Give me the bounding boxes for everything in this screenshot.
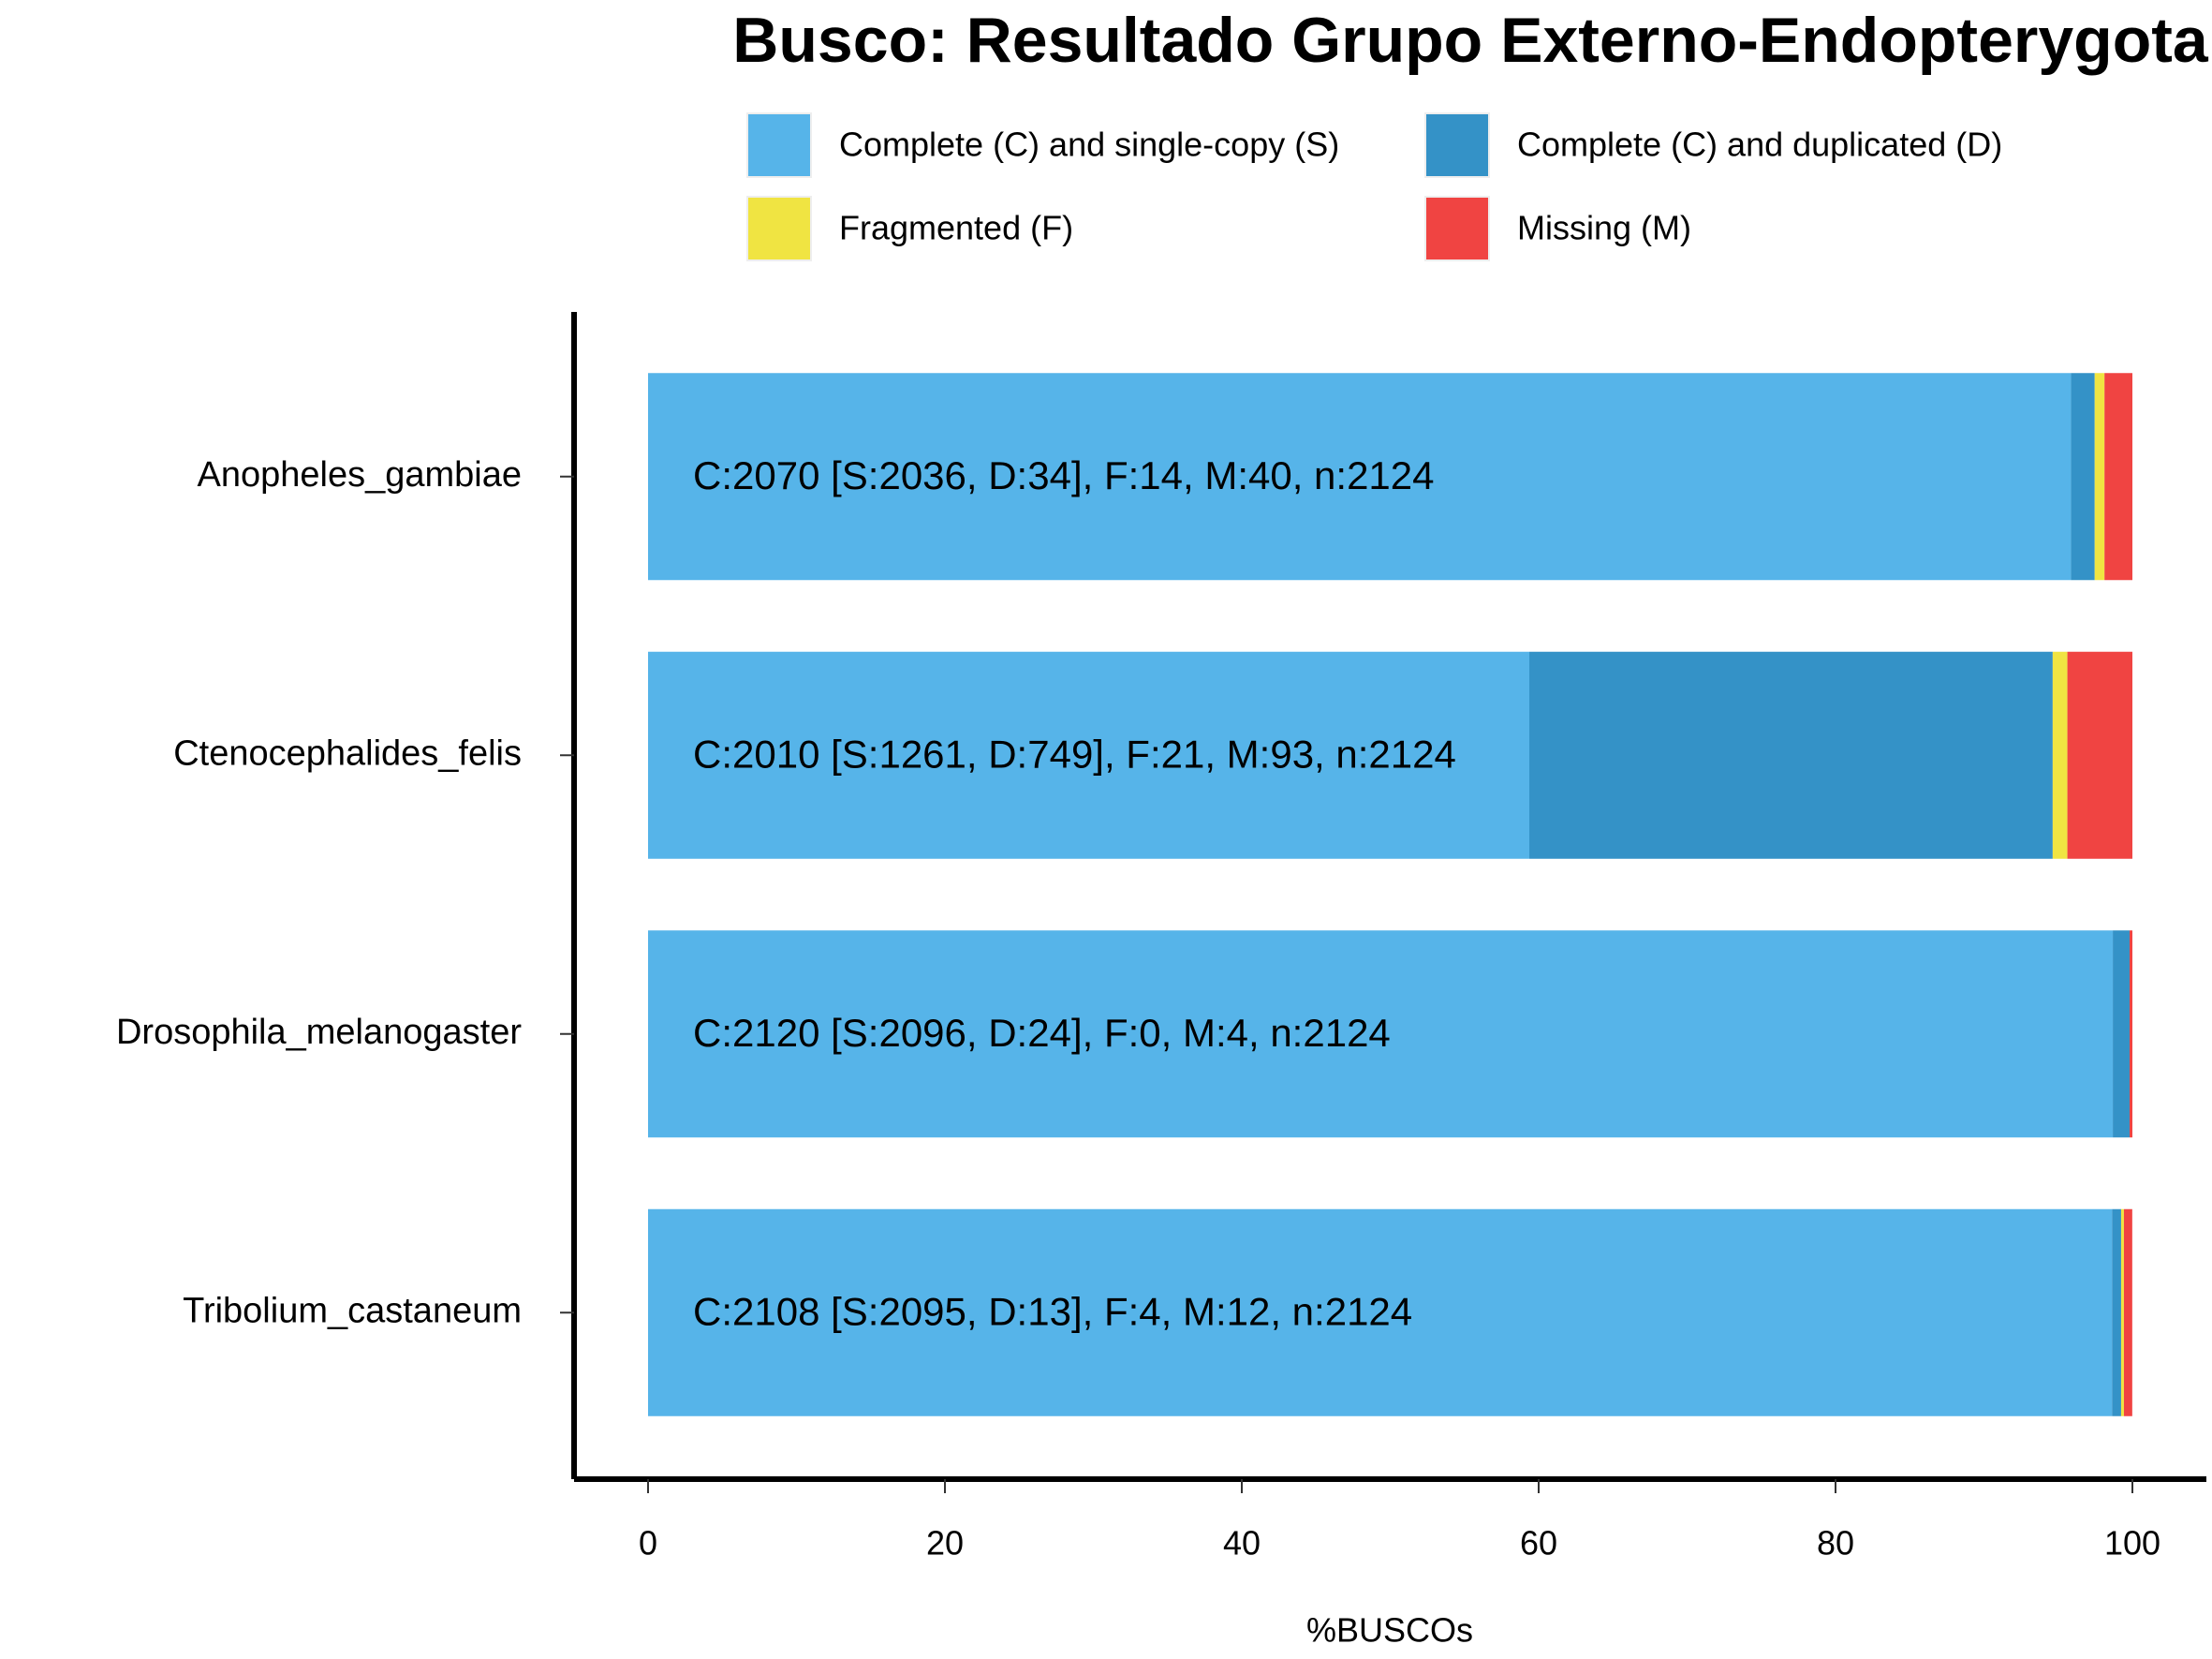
bar-segment <box>648 373 2072 581</box>
bar-annotation: C:2108 [S:2095, D:13], F:4, M:12, n:2124 <box>693 1289 1412 1333</box>
bar-segment <box>648 1208 2113 1416</box>
bar-segment <box>2094 373 2105 581</box>
legend-label: Fragmented (F) <box>839 209 1073 247</box>
bar-segment <box>648 651 1530 859</box>
bar-annotation: C:2120 [S:2096, D:24], F:0, M:4, n:2124 <box>693 1011 1391 1055</box>
legend-label: Complete (C) and single-copy (S) <box>839 126 1339 164</box>
x-tick-label: 0 <box>639 1524 657 1563</box>
bar-segment <box>1529 651 2053 859</box>
bar-segment <box>2067 651 2132 859</box>
y-tick-label: Drosophila_melanogaster <box>116 1013 522 1052</box>
y-tick-label: Anopheles_gambiae <box>198 455 523 495</box>
legend-swatch <box>746 196 812 261</box>
bar-segment <box>2129 930 2132 1138</box>
bar-segment <box>2113 930 2130 1138</box>
bar-segment <box>2071 373 2095 581</box>
bar-segment <box>2120 1208 2124 1416</box>
y-tick-label: Tribolium_castaneum <box>183 1291 522 1330</box>
legend-swatch <box>746 112 812 178</box>
bar-annotation: C:2010 [S:1261, D:749], F:21, M:93, n:21… <box>693 732 1456 776</box>
x-tick-label: 100 <box>2104 1524 2160 1563</box>
bar-segment <box>648 930 2114 1138</box>
legend-swatch <box>1424 196 1490 261</box>
bar-segment <box>2112 1208 2121 1416</box>
x-tick-label: 80 <box>1817 1524 1854 1563</box>
bar-annotation: C:2070 [S:2036, D:34], F:14, M:40, n:212… <box>693 453 1435 497</box>
bar-segment <box>2104 373 2132 581</box>
x-tick-label: 40 <box>1223 1524 1261 1563</box>
x-axis-title: %BUSCOs <box>1306 1611 1473 1650</box>
bar-segment <box>2123 1208 2132 1416</box>
x-tick-label: 60 <box>1520 1524 1557 1563</box>
bar-segment <box>2052 651 2068 859</box>
y-tick-label: Ctenocephalides_felis <box>173 733 522 773</box>
legend-label: Complete (C) and duplicated (D) <box>1517 126 2002 164</box>
x-tick-label: 20 <box>926 1524 964 1563</box>
legend-label: Missing (M) <box>1517 209 1691 247</box>
chart-title: Busco: Resultado Grupo Externo-Endoptery… <box>732 5 2209 76</box>
legend-swatch <box>1424 112 1490 178</box>
